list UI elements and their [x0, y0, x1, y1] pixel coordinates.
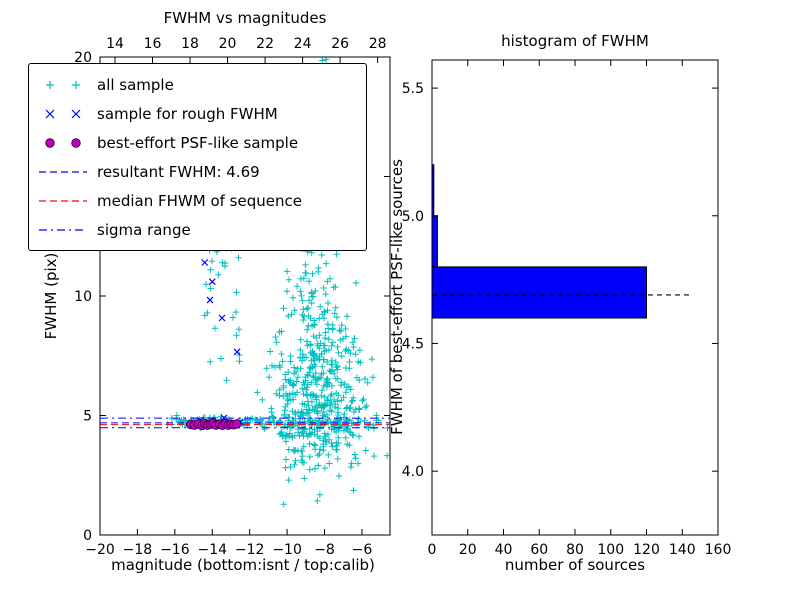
legend-item-psf-sample: best-effort PSF-like sample	[37, 128, 358, 157]
legend-marker-psf-sample	[37, 134, 89, 152]
legend-marker-glyph	[45, 109, 81, 118]
legend-item-rough-fwhm: sample for rough FWHM	[37, 99, 358, 128]
left-top-xtick-label: 16	[144, 36, 162, 52]
legend-label-rough-fwhm: sample for rough FWHM	[97, 104, 278, 123]
left-top-xtick-label: 26	[331, 36, 349, 52]
right-xtick-label: 0	[428, 542, 437, 558]
left-xtick-label: −14	[197, 542, 227, 558]
right-ytick-label: 4.0	[402, 464, 424, 480]
left-ytick-label: 5	[83, 409, 92, 425]
left-xtick-label: −12	[235, 542, 265, 558]
legend-marker-sigma-range	[37, 221, 89, 239]
psf-sample-point	[231, 419, 242, 429]
legend-marker-glyph	[39, 228, 87, 231]
left-plot-area: −20 −18 −16 −14 −12 −10 −8 −6 14 16 18 20 22 24 26 28 0 5…	[74, 36, 391, 558]
legend-marker-glyph	[39, 199, 87, 202]
legend-label-median-fhwm: median FHWM of sequence	[97, 191, 302, 210]
right-ytick-label: 5.0	[402, 209, 424, 225]
hist-bar	[431, 215, 438, 268]
legend-item-sigma-range: sigma range	[37, 215, 358, 244]
right-xtick-label: 100	[597, 542, 624, 558]
legend-item-median-fhwm: median FHWM of sequence	[37, 186, 358, 215]
legend-marker-rough-fwhm	[37, 105, 89, 123]
left-ytick-label: 20	[74, 50, 92, 66]
right-xtick-label: 20	[459, 542, 477, 558]
left-top-xtick-label: 18	[181, 36, 199, 52]
right-xtick-label: 140	[669, 542, 696, 558]
right-ytick-label: 4.5	[402, 336, 424, 352]
left-top-xtick-label: 24	[294, 36, 312, 52]
left-xtick-label: −8	[314, 542, 335, 558]
right-xtick-label: 60	[530, 542, 548, 558]
left-ytick-label: 10	[74, 289, 92, 305]
legend-item-resultant-fwhm: resultant FWHM: 4.69	[37, 157, 358, 186]
left-top-xtick-label: 14	[106, 36, 124, 52]
legend-marker-all-sample	[37, 76, 89, 94]
right-xtick-label: 80	[566, 542, 584, 558]
left-xtick-label: −6	[352, 542, 373, 558]
legend-label-psf-sample: best-effort PSF-like sample	[97, 133, 299, 152]
legend-label-all-sample: all sample	[97, 75, 174, 94]
left-ytick-label: 0	[83, 528, 92, 544]
right-xtick-label: 120	[633, 542, 660, 558]
left-xtick-label: −20	[85, 542, 115, 558]
left-plot-title: FWHM vs magnitudes	[164, 9, 327, 27]
right-xtick-label: 160	[705, 542, 732, 558]
legend-marker-glyph	[46, 80, 80, 89]
left-top-xtick-label: 20	[219, 36, 237, 52]
left-yaxis-label: FWHM (pix)	[42, 253, 60, 340]
legend-label-sigma-range: sigma range	[97, 220, 191, 239]
left-top-xtick-label: 28	[369, 36, 387, 52]
scatter-rough-fwhm	[196, 259, 244, 430]
right-yaxis-label: FWHM of best-effort PSF-like sources	[388, 159, 406, 435]
legend-marker-glyph	[39, 170, 87, 173]
left-xtick-label: −10	[272, 542, 302, 558]
right-plot-title: histogram of FWHM	[501, 32, 649, 50]
right-xaxis-label: number of sources	[505, 556, 645, 574]
legend-label-resultant-fwhm: resultant FWHM: 4.69	[97, 162, 260, 181]
legend-marker-glyph	[45, 137, 81, 148]
legend-marker-median-fhwm	[37, 192, 89, 210]
legend-item-all-sample: all sample	[37, 70, 358, 99]
legend-marker-resultant-fwhm	[37, 163, 89, 181]
hist-bar	[431, 266, 647, 319]
right-plot-area: 0 20 40 60 80 100 120 140 160 4.0 4.5 5.0 5.5	[402, 59, 732, 558]
left-xtick-label: −18	[123, 542, 153, 558]
left-xaxis-label: magnitude (bottom:isnt / top:calib)	[111, 556, 375, 574]
right-ytick-label: 5.5	[402, 81, 424, 97]
legend: all sample sample for rough FWHM best-ef…	[28, 63, 367, 251]
left-xtick-label: −16	[160, 542, 190, 558]
right-xtick-label: 40	[495, 542, 513, 558]
left-top-xtick-label: 22	[256, 36, 274, 52]
